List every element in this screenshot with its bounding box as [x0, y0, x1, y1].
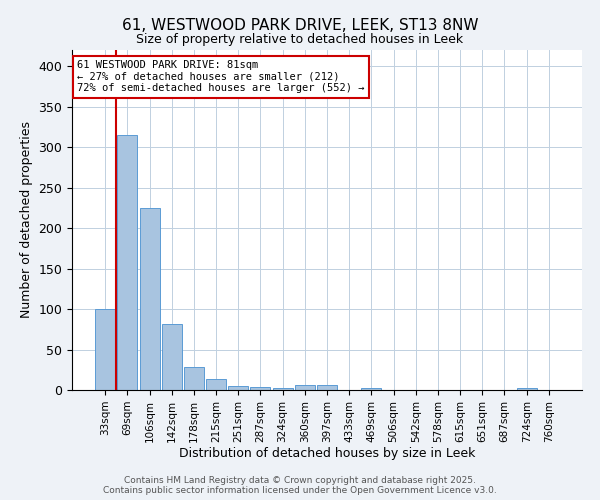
Bar	[228, 386, 248, 390]
X-axis label: Distribution of detached houses by size in Leek: Distribution of detached houses by size …	[179, 448, 475, 460]
Bar	[118, 135, 137, 390]
Bar	[206, 380, 226, 390]
Bar	[250, 387, 271, 390]
Bar	[361, 388, 382, 390]
Bar	[295, 385, 315, 390]
Y-axis label: Number of detached properties: Number of detached properties	[20, 122, 33, 318]
Bar	[272, 388, 293, 390]
Bar	[95, 309, 115, 390]
Bar	[317, 385, 337, 390]
Bar	[184, 366, 204, 390]
Text: Size of property relative to detached houses in Leek: Size of property relative to detached ho…	[136, 32, 464, 46]
Text: 61 WESTWOOD PARK DRIVE: 81sqm
← 27% of detached houses are smaller (212)
72% of : 61 WESTWOOD PARK DRIVE: 81sqm ← 27% of d…	[77, 60, 365, 94]
Bar	[162, 324, 182, 390]
Text: Contains HM Land Registry data © Crown copyright and database right 2025.
Contai: Contains HM Land Registry data © Crown c…	[103, 476, 497, 495]
Bar	[140, 208, 160, 390]
Text: 61, WESTWOOD PARK DRIVE, LEEK, ST13 8NW: 61, WESTWOOD PARK DRIVE, LEEK, ST13 8NW	[122, 18, 478, 32]
Bar	[517, 388, 536, 390]
